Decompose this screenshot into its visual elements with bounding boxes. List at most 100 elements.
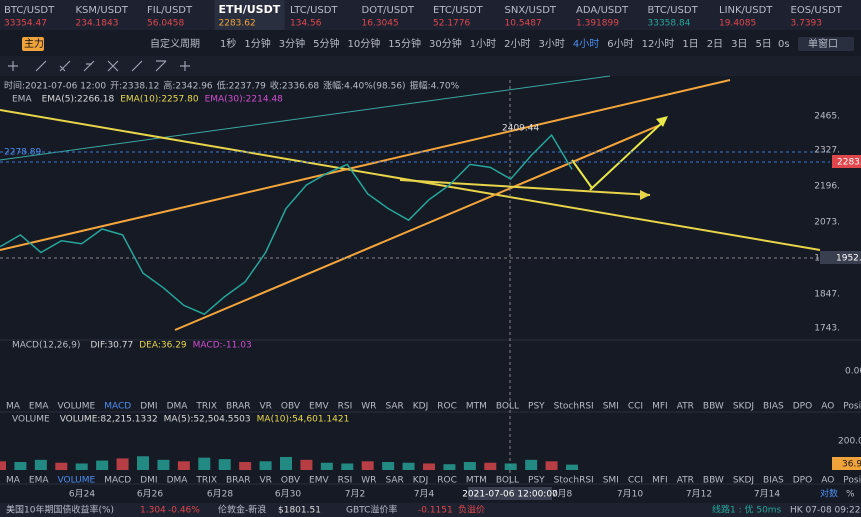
indicator-tab[interactable]: MFI <box>652 402 668 412</box>
indicator-tab[interactable]: TRIX <box>195 402 217 412</box>
ticker-name[interactable]: SNX/USDT <box>505 5 557 16</box>
indicator-tab[interactable]: KDJ <box>413 402 429 412</box>
ticker-name[interactable]: FIL/USDT <box>147 5 193 16</box>
indicator-tab[interactable]: VR <box>259 402 271 412</box>
ticker-name[interactable]: LTC/USDT <box>290 5 338 16</box>
indicator-tab[interactable]: RSI <box>338 476 353 486</box>
period[interactable]: 12小时 <box>642 38 675 50</box>
indicator-tab[interactable]: OBV <box>281 402 301 412</box>
period[interactable]: 3小时 <box>538 38 564 50</box>
period[interactable]: 2日 <box>707 39 723 50</box>
indicator-tab[interactable]: PSY <box>528 476 545 486</box>
scale-opt[interactable]: 对数 <box>820 488 838 500</box>
period[interactable]: 3分钟 <box>279 37 305 50</box>
indicator-tab[interactable]: StochRSI <box>554 476 594 486</box>
indicator-tab[interactable]: BIAS <box>763 476 784 486</box>
indicator-tab[interactable]: VOLUME <box>58 402 96 412</box>
indicator-tab[interactable]: DMA <box>167 402 189 412</box>
ticker-name[interactable]: ETH/USDT <box>219 3 281 16</box>
indicator-tab[interactable]: MACD <box>104 402 131 412</box>
indicator-tab[interactable]: EMV <box>309 476 329 486</box>
period[interactable]: 10分钟 <box>348 37 381 50</box>
indicator-tab[interactable]: AO <box>821 402 834 412</box>
indicator-tab[interactable]: BOLL <box>496 402 519 412</box>
indicator-tab[interactable]: KDJ <box>413 476 429 486</box>
indicator-tab[interactable]: SMI <box>603 402 619 412</box>
period[interactable]: 5日 <box>755 39 771 50</box>
period[interactable]: 1秒 <box>220 37 236 50</box>
ticker-name[interactable]: BTC/USDT <box>648 5 699 16</box>
scale-opt[interactable]: % <box>846 490 855 500</box>
cross-price-box <box>820 251 861 264</box>
volume-bar <box>116 458 129 470</box>
indicator-tab[interactable]: SMI <box>603 476 619 486</box>
period[interactable]: 30分钟 <box>429 37 462 50</box>
indicator-tab[interactable]: SKDJ <box>733 476 754 486</box>
indicator-tab[interactable]: RSI <box>338 402 353 412</box>
indicator-tab[interactable]: VR <box>259 476 271 486</box>
indicator-tab[interactable]: ROC <box>437 402 457 412</box>
indicator-tab[interactable]: EMV <box>309 402 329 412</box>
indicator-tab[interactable]: MA <box>6 476 21 486</box>
indicator-tab[interactable]: OBV <box>281 476 301 486</box>
indicator-tab[interactable]: StochRSI <box>554 402 594 412</box>
indicator-tab[interactable]: DPO <box>793 476 812 486</box>
indicator-tab[interactable]: Position <box>843 476 861 486</box>
indicator-tab[interactable]: EMA <box>29 402 49 412</box>
indicator-tab[interactable]: BBW <box>703 402 724 412</box>
period[interactable]: 15分钟 <box>388 37 421 50</box>
indicator-tab[interactable]: SAR <box>385 402 403 412</box>
ticker-name[interactable]: KSM/USDT <box>76 5 129 16</box>
indicator-tab[interactable]: SKDJ <box>733 402 754 412</box>
indicator-tab[interactable]: MA <box>6 402 21 412</box>
indicator-tab[interactable]: DMI <box>140 476 157 486</box>
indicator-tab[interactable]: SAR <box>385 476 403 486</box>
ticker-name[interactable]: EOS/USDT <box>791 5 843 16</box>
info: 低:2237.79 <box>217 80 267 92</box>
ticker-name[interactable]: DOT/USDT <box>362 5 415 16</box>
period[interactable]: 3日 <box>731 39 747 50</box>
indicator-tab[interactable]: MACD <box>104 476 131 486</box>
indicator-tab[interactable]: BRAR <box>226 402 250 412</box>
indicator-tab[interactable]: CCI <box>628 402 643 412</box>
indicator-tab[interactable]: WR <box>361 402 376 412</box>
period[interactable]: 5分钟 <box>313 37 339 50</box>
period[interactable]: 1分钟 <box>244 37 270 50</box>
indicator-tab[interactable]: BOLL <box>496 476 519 486</box>
custom-period[interactable]: 自定义周期 <box>150 37 200 50</box>
cross-price: 1952. <box>836 254 861 264</box>
window[interactable]: 单窗口 <box>808 37 838 50</box>
indicator-tab[interactable]: EMA <box>29 476 49 486</box>
period[interactable]: 6小时 <box>607 38 633 50</box>
indicator-tab[interactable]: ATR <box>677 402 694 412</box>
indicator-tab[interactable]: VOLUME <box>58 476 96 486</box>
indicator-tab[interactable]: ATR <box>677 476 694 486</box>
indicator-tab[interactable]: BBW <box>703 476 724 486</box>
indicator-tab[interactable]: PSY <box>528 402 545 412</box>
volume-bar <box>463 462 476 470</box>
period[interactable]: 4小时 <box>573 38 599 50</box>
indicator-tab[interactable]: BIAS <box>763 402 784 412</box>
indicator-tab[interactable]: CCI <box>628 476 643 486</box>
indicator-tab[interactable]: TRIX <box>195 476 217 486</box>
period[interactable]: 2小时 <box>504 38 530 50</box>
ticker-name[interactable]: ADA/USDT <box>576 5 629 16</box>
ticker-name[interactable]: ETC/USDT <box>433 5 484 16</box>
ticker-name[interactable]: LINK/USDT <box>719 5 773 16</box>
period[interactable]: 1日 <box>682 39 698 50</box>
indicator-tab[interactable]: MFI <box>652 476 668 486</box>
indicator-tab[interactable]: DMA <box>167 476 189 486</box>
indicator-tab[interactable]: MTM <box>466 402 487 412</box>
indicator-tab[interactable]: ROC <box>437 476 457 486</box>
period[interactable]: 1小时 <box>470 38 496 50</box>
ticker-name[interactable]: BTC/USDT <box>4 5 55 16</box>
indicator-tab[interactable]: DPO <box>793 402 812 412</box>
price-tick: 2327. <box>814 146 840 156</box>
indicator-tab[interactable]: Position <box>843 402 861 412</box>
indicator-tab[interactable]: AO <box>821 476 834 486</box>
indicator-tab[interactable]: DMI <box>140 402 157 412</box>
indicator-tab[interactable]: WR <box>361 476 376 486</box>
indicator-tab[interactable]: BRAR <box>226 476 250 486</box>
main-label[interactable]: 主力 <box>24 37 44 50</box>
indicator-tab[interactable]: MTM <box>466 476 487 486</box>
